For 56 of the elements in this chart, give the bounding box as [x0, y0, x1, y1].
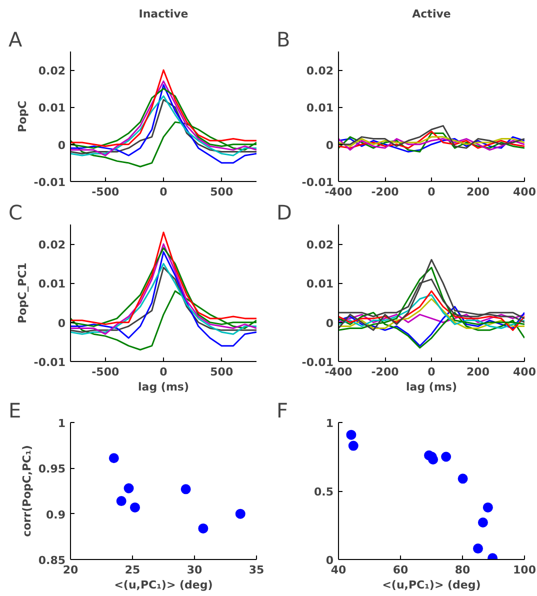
text: E — [8, 398, 22, 422]
y-tick-label: 0.02 — [306, 64, 334, 78]
x-tick-label: -200 — [371, 186, 400, 198]
x-tick-label: 80 — [454, 564, 470, 576]
x-tick-label: 0 — [428, 366, 436, 378]
x-tick-label: 0 — [160, 366, 168, 378]
x-axis-title: <(u,PC₁)> (deg) — [382, 578, 481, 592]
y-tick-label: 0.01 — [38, 102, 66, 115]
y-tick-label: 1 — [58, 417, 66, 430]
y-axis-title: PopC_PC1 — [16, 262, 29, 324]
x-tick-label: -500 — [92, 366, 120, 378]
y-tick-label: 0.01 — [38, 278, 66, 291]
chart-title: Active — [412, 8, 451, 20]
y-tick-label: 0.01 — [306, 102, 334, 115]
text: B — [276, 28, 290, 52]
text: C — [8, 200, 22, 224]
y-axis-title: corr(PopC,PC₁) — [20, 445, 34, 537]
x-tick-label: 0 — [428, 186, 436, 198]
x-tick-label: 400 — [513, 186, 536, 198]
y-tick-label: -0.01 — [34, 176, 66, 189]
x-axis-title: lag (ms) — [406, 380, 457, 394]
y-tick-label: 0 — [58, 138, 66, 152]
y-tick-label: 0.9 — [46, 508, 66, 522]
y-tick-label: 0.02 — [38, 238, 66, 252]
x-tick-label: 200 — [466, 366, 490, 378]
x-tick-label: 35 — [248, 564, 264, 576]
y-tick-label: 0.5 — [314, 486, 334, 498]
y-tick-label: 0.02 — [38, 64, 66, 78]
x-tick-label: 100 — [513, 564, 536, 576]
text: A — [8, 28, 22, 52]
x-tick-label: 20 — [62, 564, 78, 576]
y-tick-label: 0.01 — [306, 278, 334, 291]
x-tick-label: -500 — [92, 186, 120, 198]
x-tick-label: -200 — [371, 366, 400, 378]
y-axis-title: PopC — [16, 100, 29, 132]
x-tick-label: 30 — [186, 564, 202, 576]
x-tick-label: 200 — [466, 186, 490, 198]
y-tick-label: 0 — [326, 138, 334, 152]
chart-title: Inactive — [138, 8, 188, 20]
y-tick-label: 0 — [326, 316, 334, 330]
y-tick-label: 1 — [326, 417, 334, 430]
x-tick-label: 500 — [210, 186, 234, 198]
y-tick-label: 0.02 — [306, 238, 334, 252]
x-tick-label: 60 — [392, 564, 408, 576]
x-tick-label: 25 — [124, 564, 140, 576]
text: D — [276, 200, 292, 224]
text: F — [276, 398, 288, 422]
x-axis-title: lag (ms) — [138, 380, 189, 394]
y-tick-label: 0.95 — [38, 462, 66, 476]
y-tick-label: -0.01 — [34, 356, 66, 369]
x-tick-label: 0 — [160, 186, 168, 198]
x-axis-title: <(u,PC₁)> (deg) — [114, 578, 213, 592]
y-tick-label: 0 — [58, 316, 66, 330]
x-tick-label: 400 — [513, 366, 536, 378]
y-tick-label: 0.85 — [38, 554, 66, 567]
x-tick-label: 500 — [210, 366, 234, 378]
